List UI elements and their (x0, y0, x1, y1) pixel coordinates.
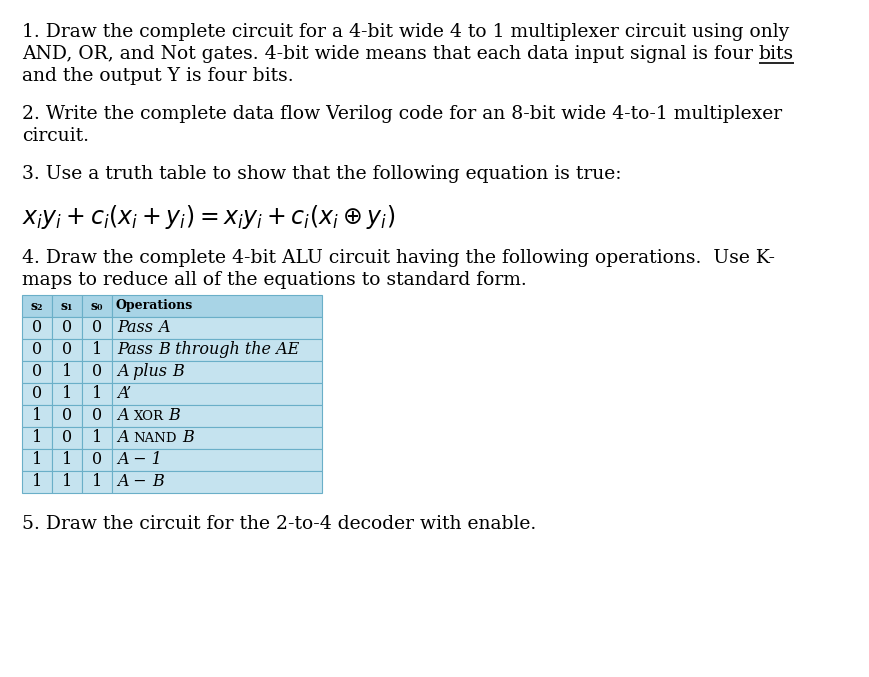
Bar (112, 427, 322, 449)
Bar (52, 471, 82, 493)
Text: 1: 1 (62, 364, 72, 380)
Bar (82, 427, 112, 449)
Text: 0: 0 (32, 364, 42, 380)
Bar (52, 449, 82, 471)
Bar (112, 361, 322, 383)
Text: 1: 1 (92, 429, 102, 447)
Text: 1: 1 (92, 385, 102, 403)
Text: 1: 1 (32, 452, 42, 468)
Text: B: B (169, 408, 180, 424)
Text: through the AE: through the AE (169, 341, 299, 359)
Bar (82, 383, 112, 405)
Text: Pass: Pass (116, 341, 158, 359)
Text: maps to reduce all of the equations to standard form.: maps to reduce all of the equations to s… (22, 271, 526, 289)
Bar (112, 471, 322, 493)
Text: −: − (129, 473, 152, 491)
Text: 1: 1 (92, 473, 102, 491)
Bar (22, 405, 52, 427)
Bar (82, 361, 112, 383)
Text: s₀: s₀ (90, 299, 103, 313)
Text: 1. Draw the complete circuit for a 4-bit wide 4 to 1 multiplexer circuit using o: 1. Draw the complete circuit for a 4-bit… (22, 23, 788, 41)
Text: 1: 1 (62, 473, 72, 491)
Bar (52, 295, 82, 317)
Text: 3. Use a truth table to show that the following equation is true:: 3. Use a truth table to show that the fo… (22, 165, 620, 183)
Text: NAND: NAND (134, 431, 177, 445)
Text: 0: 0 (62, 429, 72, 447)
Text: 1: 1 (32, 473, 42, 491)
Text: B: B (182, 429, 194, 447)
Bar (22, 339, 52, 361)
Text: 5. Draw the circuit for the 2-to-4 decoder with enable.: 5. Draw the circuit for the 2-to-4 decod… (22, 515, 535, 533)
Text: 1: 1 (92, 341, 102, 359)
Text: A: A (116, 408, 129, 424)
Bar (52, 317, 82, 339)
Text: s₂: s₂ (30, 299, 43, 313)
Bar (112, 383, 322, 405)
Text: bits: bits (758, 45, 793, 63)
Bar (112, 449, 322, 471)
Bar (52, 361, 82, 383)
Text: and the output Y is four bits.: and the output Y is four bits. (22, 67, 294, 85)
Text: 0: 0 (62, 320, 72, 336)
Text: 0: 0 (32, 341, 42, 359)
Bar (22, 317, 52, 339)
Bar (82, 471, 112, 493)
Text: 1: 1 (62, 452, 72, 468)
Text: 4. Draw the complete 4-bit ALU circuit having the following operations.  Use K-: 4. Draw the complete 4-bit ALU circuit h… (22, 249, 774, 267)
Bar (82, 449, 112, 471)
Bar (22, 383, 52, 405)
Text: s₁: s₁ (61, 299, 73, 313)
Text: 1: 1 (62, 385, 72, 403)
Text: 0: 0 (92, 364, 102, 380)
Text: A: A (116, 429, 129, 447)
Bar (112, 339, 322, 361)
Text: plus: plus (129, 364, 172, 380)
Text: A’: A’ (116, 385, 131, 403)
Bar (112, 295, 322, 317)
Text: 1: 1 (32, 408, 42, 424)
Text: $\mathit{x_iy_i + c_i(x_i + y_i) = x_iy_i + c_i(x_i \oplus y_i)}$: $\mathit{x_iy_i + c_i(x_i + y_i) = x_iy_… (22, 203, 395, 231)
Bar (82, 405, 112, 427)
Text: XOR: XOR (134, 410, 163, 422)
Text: A: A (116, 364, 129, 380)
Bar (22, 449, 52, 471)
Text: 0: 0 (62, 408, 72, 424)
Bar (22, 295, 52, 317)
Text: 2. Write the complete data flow Verilog code for an 8-bit wide 4-to-1 multiplexe: 2. Write the complete data flow Verilog … (22, 105, 781, 123)
Text: Operations: Operations (116, 299, 193, 313)
Text: 0: 0 (32, 320, 42, 336)
Bar (82, 339, 112, 361)
Bar (52, 339, 82, 361)
Text: 0: 0 (92, 320, 102, 336)
Text: 0: 0 (92, 452, 102, 468)
Text: circuit.: circuit. (22, 127, 89, 145)
Bar (82, 295, 112, 317)
Bar (52, 427, 82, 449)
Text: Pass: Pass (116, 320, 158, 336)
Text: B: B (172, 364, 184, 380)
Text: AND, OR, and Not gates. 4-bit wide means that each data input signal is four: AND, OR, and Not gates. 4-bit wide means… (22, 45, 758, 63)
Bar (112, 405, 322, 427)
Text: 1: 1 (32, 429, 42, 447)
Bar (22, 471, 52, 493)
Text: 0: 0 (92, 408, 102, 424)
Text: B: B (152, 473, 163, 491)
Text: 0: 0 (32, 385, 42, 403)
Text: 0: 0 (62, 341, 72, 359)
Text: A: A (116, 473, 129, 491)
Bar (52, 383, 82, 405)
Bar (112, 317, 322, 339)
Bar (22, 361, 52, 383)
Bar (82, 317, 112, 339)
Bar (52, 405, 82, 427)
Bar (22, 427, 52, 449)
Text: A: A (158, 320, 169, 336)
Text: B: B (158, 341, 169, 359)
Text: − 1: − 1 (129, 452, 162, 468)
Text: A: A (116, 452, 129, 468)
